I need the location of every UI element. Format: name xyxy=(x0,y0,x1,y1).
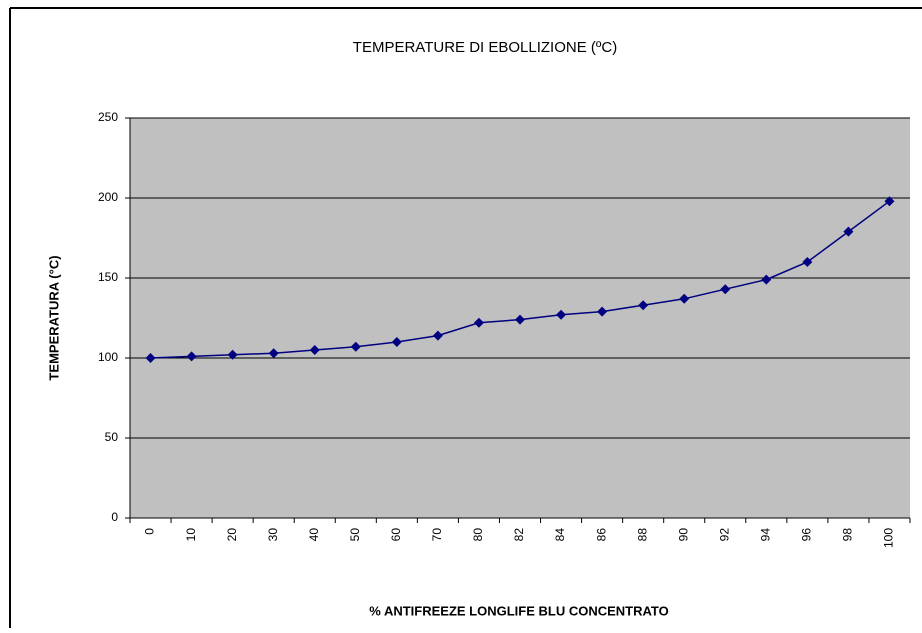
x-tick-label: 20 xyxy=(225,528,239,542)
data-point xyxy=(391,337,402,347)
x-tick-label: 60 xyxy=(389,528,403,542)
x-tick-label: 98 xyxy=(841,528,855,542)
y-tick-label: 100 xyxy=(98,350,118,364)
data-point xyxy=(802,257,813,267)
x-tick-label: 80 xyxy=(471,528,485,542)
data-point xyxy=(515,314,525,325)
y-tick-label: 50 xyxy=(105,430,119,444)
x-tick-label: 0 xyxy=(143,528,157,535)
x-tick-label: 90 xyxy=(676,528,690,542)
x-tick-label: 94 xyxy=(758,528,772,542)
data-point xyxy=(556,309,567,320)
data-point xyxy=(350,341,361,352)
x-tick-label: 96 xyxy=(800,528,814,542)
x-tick-label: 82 xyxy=(512,528,526,542)
data-point xyxy=(473,317,484,328)
data-point xyxy=(597,306,608,317)
chart-title: TEMPERATURE DI EBOLLIZIONE (ºC) xyxy=(353,39,617,56)
y-tick-label: 150 xyxy=(98,270,118,284)
data-point xyxy=(268,348,279,359)
y-tick-label: 250 xyxy=(98,110,118,124)
data-point xyxy=(761,274,772,285)
x-axis-title: % ANTIFREEZE LONGLIFE BLU CONCENTRATO xyxy=(369,603,668,618)
x-tick-label: 92 xyxy=(717,528,731,542)
data-point xyxy=(309,345,320,355)
x-tick-label: 88 xyxy=(635,528,649,542)
data-point xyxy=(884,196,895,207)
x-tick-label: 40 xyxy=(307,528,321,542)
y-tick-label: 0 xyxy=(111,510,118,524)
data-point xyxy=(227,349,238,360)
y-axis-title: TEMPERATURA (°C) xyxy=(46,255,61,380)
data-point xyxy=(679,293,690,304)
x-tick-label: 10 xyxy=(184,528,198,542)
y-tick-label: 200 xyxy=(98,190,118,204)
x-tick-label: 100 xyxy=(882,528,896,548)
data-point xyxy=(720,284,731,295)
x-tick-label: 50 xyxy=(348,528,362,542)
data-point xyxy=(638,300,649,311)
data-point xyxy=(145,353,156,363)
x-tick-label: 30 xyxy=(266,528,280,542)
data-point xyxy=(432,330,443,341)
x-tick-label: 84 xyxy=(553,528,567,542)
data-point xyxy=(186,351,197,362)
data-point xyxy=(843,226,854,237)
x-tick-label: 70 xyxy=(430,528,444,542)
x-tick-label: 86 xyxy=(594,528,608,542)
